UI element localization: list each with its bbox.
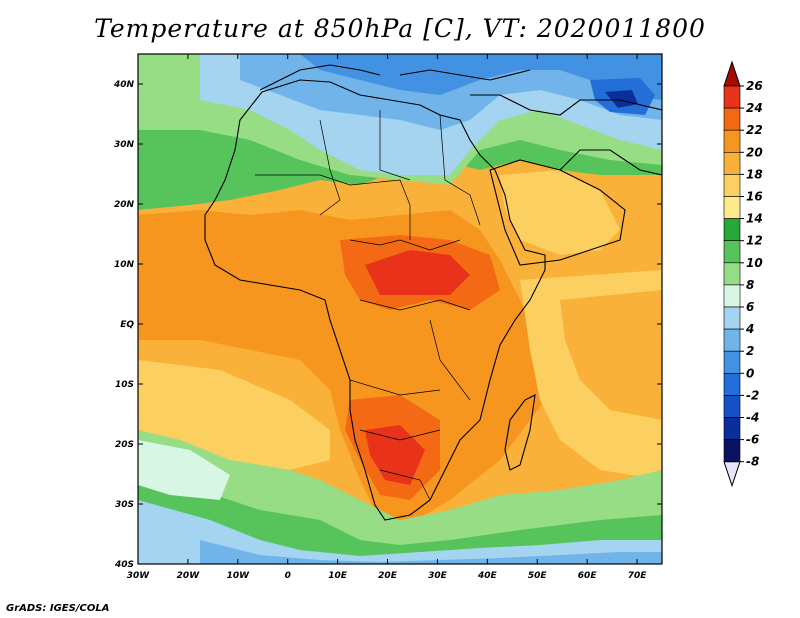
y-tick-label: 20S <box>115 440 134 450</box>
colorbar-label: 10 <box>746 256 763 270</box>
y-axis: 40N 30N 20N 10N EQ 10S 20S 30S 40S <box>113 80 662 570</box>
credit-label: GrADS: IGES/COLA <box>6 603 110 614</box>
colorbar-segment <box>723 262 741 286</box>
y-tick-label: 10S <box>115 380 134 390</box>
temperature-field <box>138 54 662 564</box>
x-tick-label: 70E <box>628 571 648 581</box>
colorbar-segment <box>723 350 741 374</box>
colorbar-label: 2 <box>746 344 754 358</box>
colorbar-label: 22 <box>746 123 763 137</box>
colorbar-segment <box>723 174 741 197</box>
colorbar-segment <box>723 417 741 440</box>
colorbar-label: 8 <box>746 278 754 292</box>
y-tick-label: 30S <box>115 500 134 510</box>
colorbar-segment <box>723 218 741 242</box>
colorbar-segment <box>723 196 741 219</box>
y-tick-label: 40N <box>113 80 135 90</box>
colorbar-segment <box>723 372 741 396</box>
x-tick-label: 30W <box>127 571 151 581</box>
colorbar-segment <box>723 240 741 264</box>
colorbar-label: 6 <box>746 300 754 314</box>
x-axis: 30W 20W 10W 0 10E 20E 30E 40E 50E 60E 70E <box>127 54 647 581</box>
x-tick-label: 30E <box>428 571 448 581</box>
map-frame <box>137 53 663 565</box>
y-tick-label: 30N <box>114 140 135 150</box>
x-tick-label: 60E <box>578 571 598 581</box>
x-tick-label: 20W <box>177 571 201 581</box>
colorbar-label: -8 <box>746 455 759 469</box>
x-tick-label: 20E <box>378 571 398 581</box>
country-borders <box>255 110 481 501</box>
y-tick-label: 20N <box>114 200 135 210</box>
colorbar-label: 18 <box>746 167 763 181</box>
colorbar-segment <box>723 306 741 330</box>
x-tick-label: 10W <box>227 571 251 581</box>
y-tick-label: 40S <box>114 560 134 570</box>
colorbar-segment <box>723 395 741 418</box>
y-tick-label: EQ <box>120 320 134 330</box>
colorbar-segment <box>723 284 741 308</box>
colorbar-label: 0 <box>746 366 754 380</box>
colorbar-label: 26 <box>746 79 763 93</box>
colorbar-label: 12 <box>746 234 763 248</box>
colorbar-label: 20 <box>746 145 763 159</box>
colorbar-segment <box>723 328 741 352</box>
map-title: Temperature at 850hPa [C], VT: 202001180… <box>94 14 706 43</box>
colorbar-segment <box>723 107 741 131</box>
colorbar-label: 4 <box>745 322 754 336</box>
colorbar-segment <box>723 129 741 153</box>
colorbar-label: -6 <box>746 433 759 447</box>
colorbar-label: 14 <box>746 212 763 226</box>
x-tick-label: 0 <box>285 571 291 581</box>
coastlines <box>204 64 662 521</box>
colorbar-segment <box>723 85 741 109</box>
y-tick-label: 10N <box>114 260 135 270</box>
x-tick-label: 10E <box>328 571 348 581</box>
colorbar-bottom-arrow <box>723 461 741 488</box>
colorbar-label: -2 <box>746 388 759 402</box>
colorbar-segment <box>723 439 741 463</box>
colorbar-label: 16 <box>746 190 763 204</box>
x-tick-label: 40E <box>477 571 498 581</box>
colorbar-segment <box>723 152 741 175</box>
colorbar-label: -4 <box>746 411 759 425</box>
colorbar-label: 24 <box>746 101 763 115</box>
x-tick-label: 50E <box>528 571 548 581</box>
colorbar-top-arrow <box>723 60 741 87</box>
